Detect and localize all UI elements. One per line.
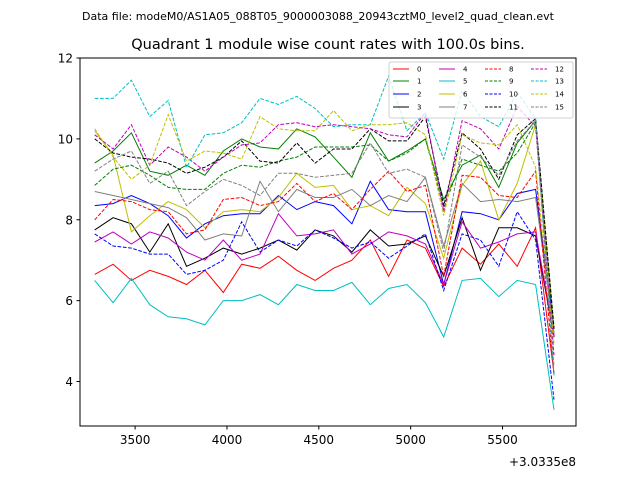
y-tick-label: 6 — [65, 294, 73, 308]
series-line-14 — [94, 109, 555, 344]
legend-label-6: 6 — [463, 91, 468, 99]
series-layer — [94, 74, 555, 410]
legend-label-3: 3 — [417, 104, 421, 112]
series-line-2 — [94, 180, 555, 329]
x-tick-label: 5000 — [395, 433, 426, 447]
x-tick-label: 4000 — [212, 433, 243, 447]
legend-label-1: 1 — [417, 78, 421, 86]
series-line-11 — [94, 115, 555, 329]
series-line-5 — [94, 277, 555, 410]
legend-label-5: 5 — [463, 78, 467, 86]
x-offset-label: +3.0335e8 — [509, 455, 576, 469]
series-line-4 — [94, 212, 555, 336]
legend-label-13: 13 — [555, 78, 564, 86]
series-line-12 — [94, 105, 555, 356]
series-line-10 — [94, 210, 555, 400]
file-info: Data file: modeM0/AS1A05_088T05_90000030… — [82, 10, 555, 23]
y-tick-label: 8 — [65, 213, 73, 227]
y-tick-label: 12 — [58, 52, 73, 66]
series-line-9 — [94, 121, 555, 327]
x-tick-label: 4500 — [304, 433, 335, 447]
x-tick-label: 5500 — [487, 433, 518, 447]
series-line-3 — [94, 216, 555, 338]
legend-label-11: 11 — [509, 104, 518, 112]
series-line-1 — [94, 119, 555, 338]
legend-label-15: 15 — [555, 104, 564, 112]
legend-label-7: 7 — [463, 104, 467, 112]
plot-area-frame — [79, 57, 577, 427]
legend-label-0: 0 — [417, 66, 421, 74]
x-tick-label: 3500 — [120, 433, 151, 447]
legend-label-12: 12 — [555, 66, 564, 74]
legend-label-9: 9 — [509, 78, 513, 86]
legend-box — [388, 61, 574, 119]
legend-label-8: 8 — [509, 66, 513, 74]
y-tick-label: 10 — [58, 132, 73, 146]
series-line-6 — [94, 124, 555, 329]
legend-label-14: 14 — [555, 91, 564, 99]
y-axis: 4 6 8 10 12 — [58, 52, 80, 389]
x-axis: 3500 4000 4500 5000 5500 — [120, 426, 518, 447]
legend-label-10: 10 — [509, 91, 518, 99]
series-line-15 — [94, 119, 555, 368]
chart-title: Quadrant 1 module wise count rates with … — [131, 37, 525, 53]
legend-label-2: 2 — [417, 91, 421, 99]
series-line-8 — [94, 169, 555, 376]
series-line-0 — [94, 226, 555, 374]
series-line-7 — [94, 176, 555, 334]
y-tick-label: 4 — [65, 375, 73, 389]
legend-label-4: 4 — [463, 66, 468, 74]
